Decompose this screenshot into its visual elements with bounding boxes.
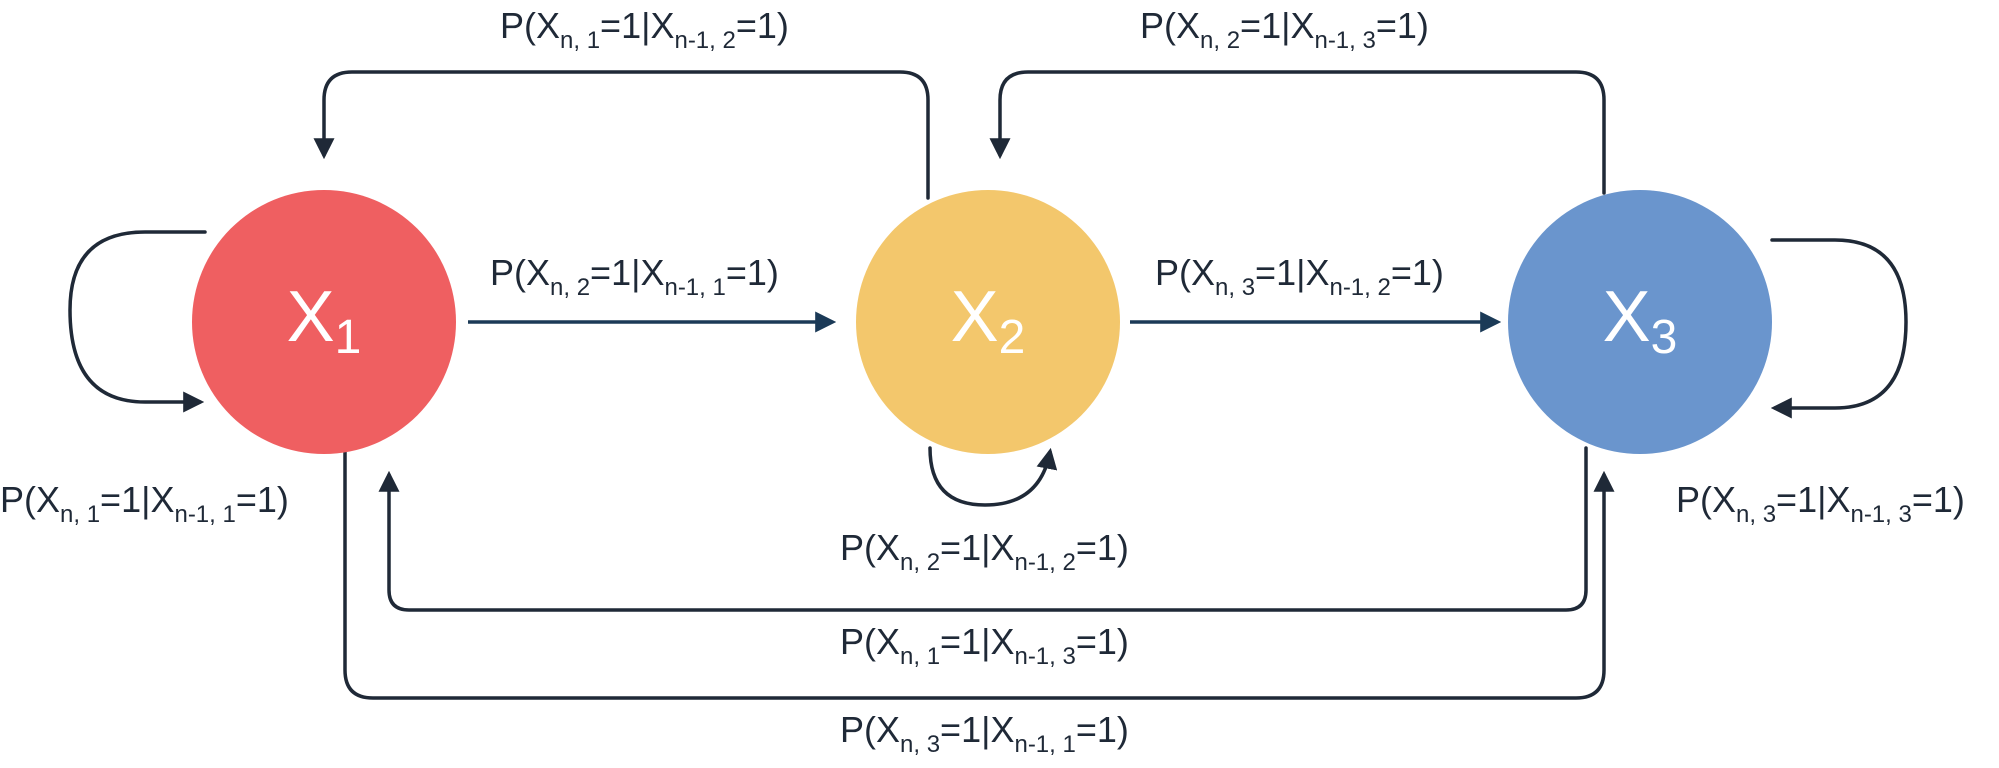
edge-x2-self-path: [928, 446, 1058, 507]
node-x3-index: 3: [1651, 311, 1678, 364]
node-x1-circle: [192, 190, 456, 454]
edge-x1-to-x2-label: P(Xn, 2=1|Xn-1, 1=1): [490, 252, 779, 301]
edge-x1-self-label: P(Xn, 1=1|Xn-1, 1=1): [0, 479, 289, 528]
edge-x3-self-label: P(Xn, 3=1|Xn-1, 3=1): [1676, 479, 1965, 528]
svg-text:X1: X1: [287, 277, 362, 364]
edge-x2-to-x1-path: [313, 70, 930, 200]
node-x2-index: 2: [999, 311, 1026, 364]
node-x1-letter: X: [287, 277, 335, 357]
svg-text:X3: X3: [1603, 277, 1678, 364]
edge-x1-self-path: [68, 230, 207, 413]
edge-x2-to-x3-label: P(Xn, 3=1|Xn-1, 2=1): [1155, 252, 1444, 301]
edge-x3-to-x1-label: P(Xn, 1=1|Xn-1, 3=1): [840, 621, 1129, 670]
edge-x3-to-x2-label: P(Xn, 2=1|Xn-1, 3=1): [1140, 5, 1429, 54]
edge-x2-self-label: P(Xn, 2=1|Xn-1, 2=1): [840, 527, 1129, 576]
edge-x1-to-x3-label: P(Xn, 3=1|Xn-1, 1=1): [840, 709, 1129, 758]
svg-text:X2: X2: [951, 277, 1026, 364]
edge-x3-to-x1-path: [378, 446, 1588, 612]
node-x2-letter: X: [951, 277, 999, 357]
edge-x2-to-x1-label: P(Xn, 1=1|Xn-1, 2=1): [500, 5, 789, 54]
node-x2: X2: [856, 190, 1120, 454]
node-x3-circle: [1508, 190, 1772, 454]
node-x3-letter: X: [1603, 277, 1651, 357]
node-x1-index: 1: [335, 311, 362, 364]
node-x3: X3: [1508, 190, 1772, 454]
node-x1: X1: [192, 190, 456, 454]
edge-x3-self-path: [1770, 238, 1908, 419]
edge-x1-to-x3-path: [343, 446, 1615, 700]
edge-x3-to-x2-path: [989, 70, 1606, 195]
node-x2-circle: [856, 190, 1120, 454]
